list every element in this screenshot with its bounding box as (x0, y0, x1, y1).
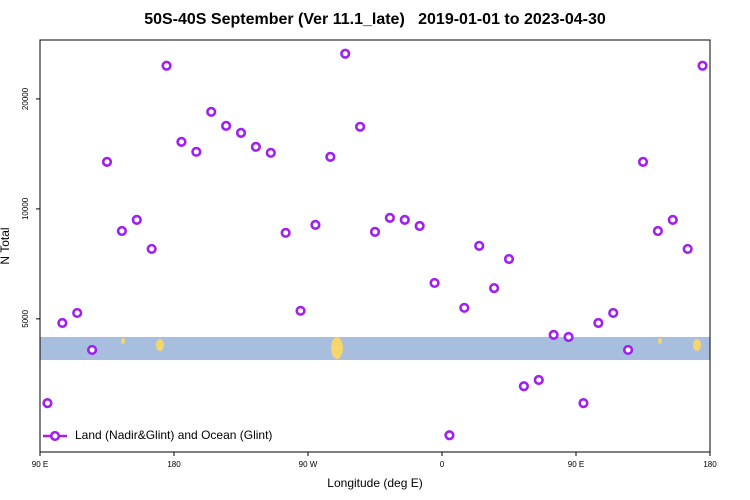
point (503, 253, 515, 265)
point (295, 305, 306, 316)
point (206, 106, 217, 117)
ocean-band (40, 337, 710, 360)
point (474, 240, 485, 251)
y-tick-label: 10000 (21, 197, 30, 220)
point (444, 430, 455, 441)
point (623, 344, 634, 356)
point (637, 156, 649, 167)
point (355, 121, 366, 132)
point (563, 331, 574, 343)
legend-label: Land (Nadir&Glint) and Ocean (Glint) (75, 428, 272, 442)
point (459, 302, 470, 313)
point (593, 317, 604, 329)
map-strip (40, 337, 710, 360)
point (518, 381, 529, 392)
point (250, 141, 261, 152)
y-tick-label: 5000 (21, 309, 30, 327)
point (667, 214, 678, 225)
point (161, 60, 172, 71)
land (693, 339, 701, 351)
y-tick-label: 20000 (21, 87, 30, 110)
point (578, 397, 589, 409)
point (369, 226, 381, 238)
point (608, 307, 619, 319)
point (57, 317, 68, 329)
point (697, 60, 708, 71)
point (414, 220, 425, 232)
point (533, 374, 544, 386)
point (548, 329, 559, 340)
point (384, 212, 395, 223)
point (176, 136, 187, 147)
point (429, 277, 440, 289)
x-axis-label: Longitude (deg E) (327, 476, 422, 490)
point (280, 227, 291, 238)
land (331, 337, 343, 359)
point (146, 243, 157, 255)
point (101, 156, 113, 167)
point (310, 219, 321, 231)
point (131, 214, 142, 225)
point (399, 214, 410, 225)
plot-frame (39, 39, 711, 453)
point (42, 397, 53, 409)
point (116, 225, 127, 237)
x-tick-label: 90 W (299, 460, 318, 469)
point (191, 146, 202, 157)
point (265, 147, 276, 158)
point (87, 344, 98, 356)
point (235, 127, 247, 138)
x-tick-label: 180 (703, 460, 717, 469)
y-axis-label: N Total (0, 227, 12, 264)
land (121, 338, 125, 344)
point (72, 307, 83, 319)
point (340, 48, 351, 59)
x-tick-label: 90 E (32, 460, 48, 469)
point (221, 120, 232, 131)
x-tick-label: 90 E (568, 460, 584, 469)
point (652, 225, 663, 237)
x-tick-label: 180 (167, 460, 181, 469)
legend-marker (49, 430, 61, 442)
land (156, 339, 164, 351)
x-tick-label: 0 (440, 460, 445, 469)
chart-title: 50S-40S September (Ver 11.1_late) 2019-0… (144, 11, 606, 28)
point (682, 243, 693, 255)
land (658, 338, 662, 344)
point (489, 282, 500, 294)
point (325, 151, 336, 162)
